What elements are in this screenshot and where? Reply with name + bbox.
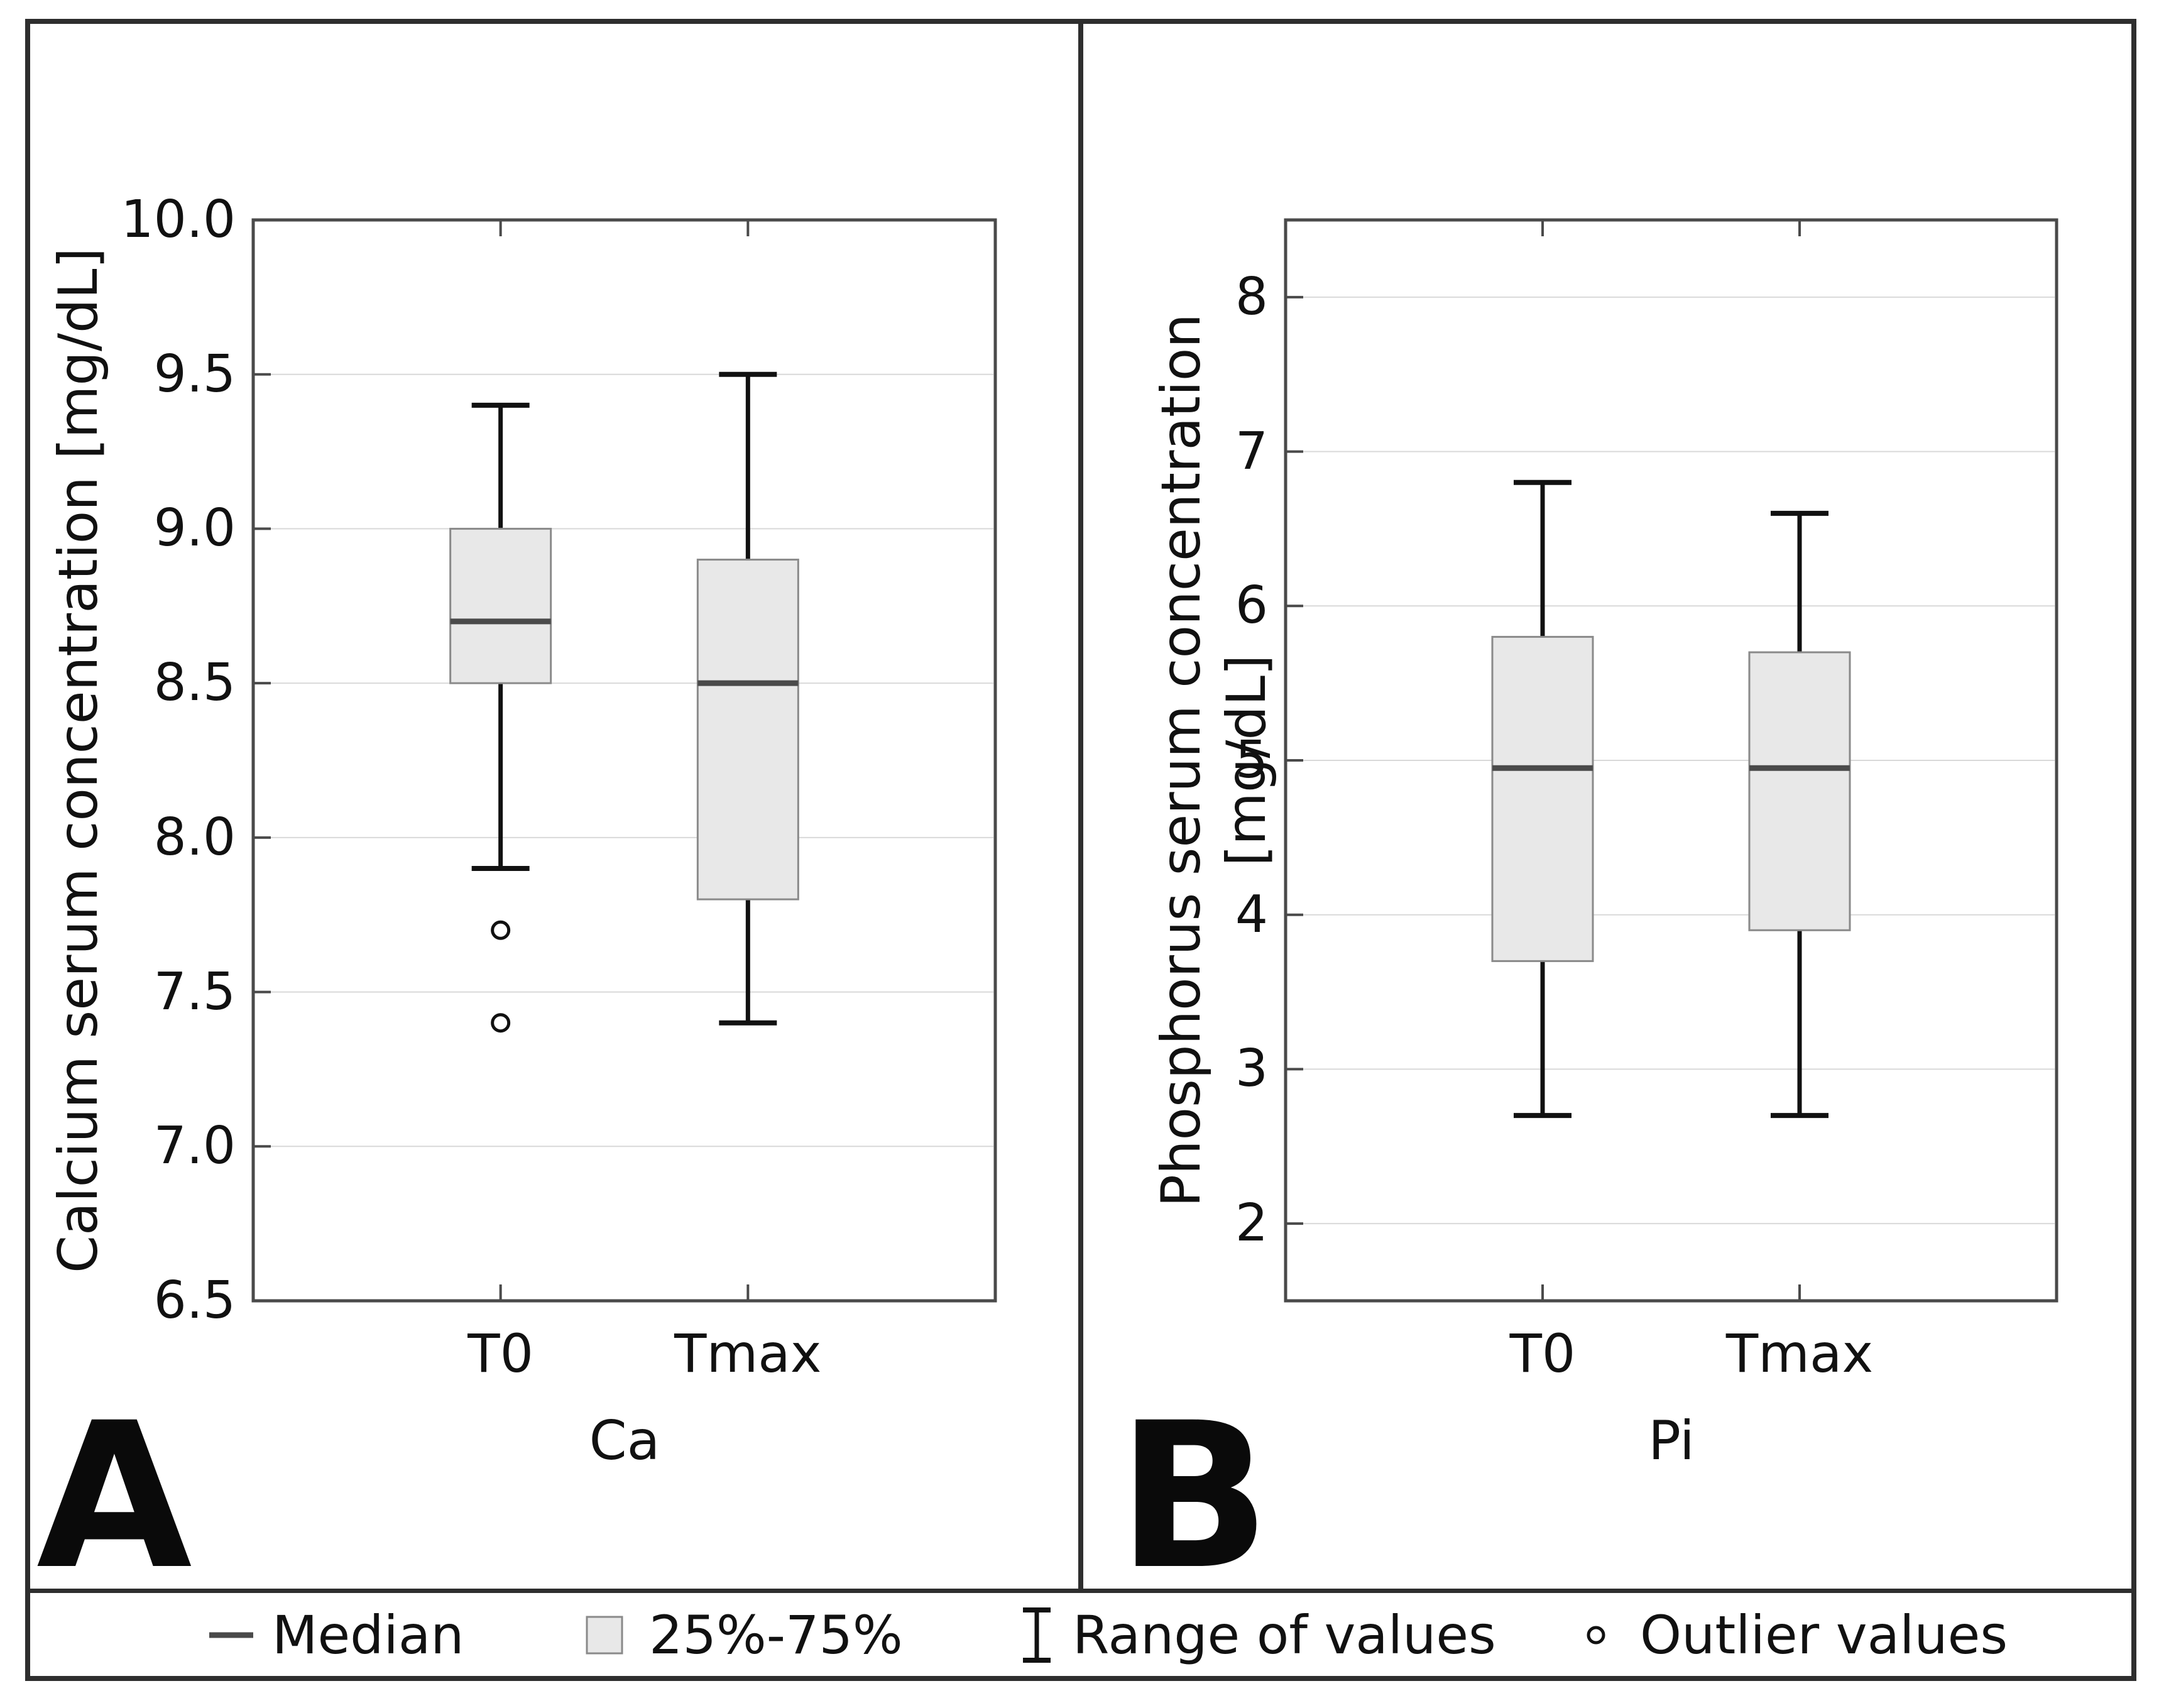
iqr-box — [449, 527, 552, 684]
outlier-point — [491, 1013, 511, 1033]
panel-divider-line — [1078, 19, 1083, 1593]
x-category-label: T0 — [467, 1323, 534, 1384]
y-tick-label: 8.5 — [153, 653, 236, 713]
y-tick-label: 7.0 — [153, 1116, 236, 1176]
plot-frame — [251, 218, 997, 1303]
median-line-icon — [209, 1632, 253, 1638]
iqr-box — [1748, 651, 1851, 931]
panel-letter-b: B — [1117, 1380, 1271, 1614]
x-category-label: T0 — [1509, 1323, 1576, 1384]
x-axis-title-pi: Pi — [1648, 1410, 1695, 1472]
y-tick-label: 5 — [1235, 730, 1268, 790]
y-tick-label: 6.5 — [153, 1271, 236, 1330]
legend-label-iqr: 25%-75% — [649, 1604, 903, 1666]
y-tick-label: 6 — [1235, 576, 1268, 636]
y-tick-label: 2 — [1235, 1193, 1268, 1254]
panel-letter-a: A — [36, 1380, 192, 1614]
y-tick-label: 9.0 — [153, 498, 236, 559]
x-category-label: Tmax — [674, 1323, 822, 1384]
iqr-box — [696, 559, 799, 901]
iqr-box — [1491, 635, 1594, 962]
outlier-point — [491, 920, 511, 940]
y-tick-label: 7 — [1235, 421, 1268, 481]
y-tick-label: 9.5 — [153, 344, 236, 404]
whisker-range-icon — [1023, 1607, 1051, 1663]
legend-separator-line — [25, 1589, 2136, 1593]
legend-label-range: Range of values — [1073, 1604, 1496, 1666]
outlier-circle-icon — [1587, 1626, 1605, 1645]
y-tick-label: 10.0 — [121, 190, 236, 249]
x-axis-title-ca: Ca — [589, 1410, 660, 1472]
legend-label-median: Median — [272, 1604, 464, 1666]
y-tick-label: 4 — [1235, 884, 1268, 944]
y-tick-label: 7.5 — [153, 961, 236, 1022]
box-swatch-icon — [586, 1616, 623, 1655]
y-tick-label: 8.0 — [153, 807, 236, 867]
x-category-label: Tmax — [1725, 1323, 1874, 1384]
y-tick-label: 3 — [1235, 1039, 1268, 1099]
legend-label-outliers: Outlier values — [1640, 1604, 2008, 1666]
y-tick-label: 8 — [1235, 266, 1268, 327]
